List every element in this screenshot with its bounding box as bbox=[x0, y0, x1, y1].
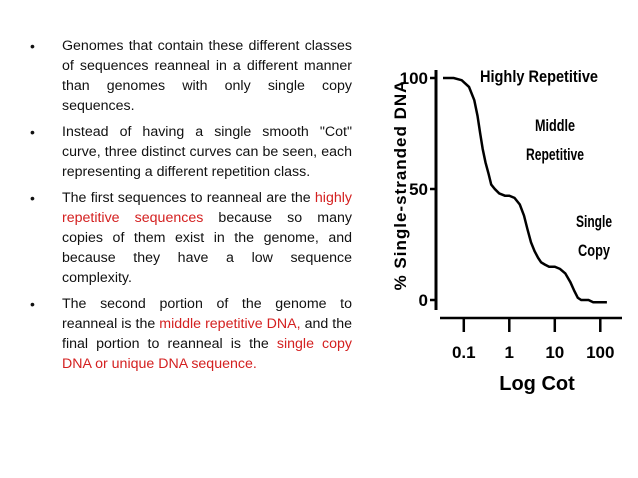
bullet-item: • Genomes that contain these different cl… bbox=[30, 36, 352, 116]
annotation-copy: Copy bbox=[578, 241, 610, 260]
bullet-symbol: • bbox=[30, 124, 35, 140]
y-ticks: 0 50 100 bbox=[400, 69, 436, 310]
annotation-middle: Middle bbox=[535, 116, 575, 135]
bullet-symbol: • bbox=[30, 38, 35, 54]
bullet-item: • Instead of having a single smooth "Cot"… bbox=[30, 122, 352, 182]
highlighted-text: middle repetitive DNA, bbox=[159, 316, 301, 332]
x-tick-label: 10 bbox=[545, 343, 564, 362]
bullet-text: Genomes that contain these different cla… bbox=[62, 38, 352, 114]
annotation-repetitive: Repetitive bbox=[526, 145, 584, 164]
bullet-text: The second portion of the genome to rean… bbox=[62, 296, 352, 332]
bullet-text: Instead of having a single smooth "Cot" … bbox=[62, 124, 352, 180]
x-tick-label: 0.1 bbox=[452, 343, 476, 362]
x-tick-label: 100 bbox=[586, 343, 614, 362]
bullet-symbol: • bbox=[30, 190, 35, 206]
highlighted-text: single copy DNA or unique DNA sequence. bbox=[62, 336, 353, 372]
x-axis-label: Log Cot bbox=[499, 373, 575, 395]
bullet-item: • The first sequences to reanneal are the… bbox=[30, 188, 352, 288]
y-tick-label: 50 bbox=[409, 180, 428, 199]
cot-curve-chart: % Single-stranded DNA 0 50 100 0.1 1 10 100 H… bbox=[391, 67, 622, 395]
bullet-list: • Genomes that contain these different cl… bbox=[30, 36, 352, 380]
x-tick-label: 1 bbox=[505, 343, 514, 362]
x-ticks: 0.1 1 10 100 bbox=[452, 318, 614, 362]
annotation-single: Single bbox=[576, 212, 612, 231]
highlighted-text: highly repetitive sequences bbox=[62, 190, 352, 226]
bullet-symbol: • bbox=[30, 296, 35, 312]
annotation-highly-repetitive: Highly Repetitive bbox=[480, 67, 598, 86]
bullet-item: • The second portion of the genome to rea… bbox=[30, 294, 352, 374]
y-axis-label: % Single-stranded DNA bbox=[391, 80, 410, 291]
cot-curve-line bbox=[443, 76, 607, 304]
bullet-text: and the final portion to reanneal is the bbox=[62, 316, 352, 352]
y-tick-label: 0 bbox=[419, 291, 428, 310]
bullet-text: because so many copies of them exist in … bbox=[62, 210, 352, 286]
bullet-text: The first sequences to reanneal are the bbox=[62, 190, 315, 206]
y-tick-label: 100 bbox=[400, 69, 428, 88]
